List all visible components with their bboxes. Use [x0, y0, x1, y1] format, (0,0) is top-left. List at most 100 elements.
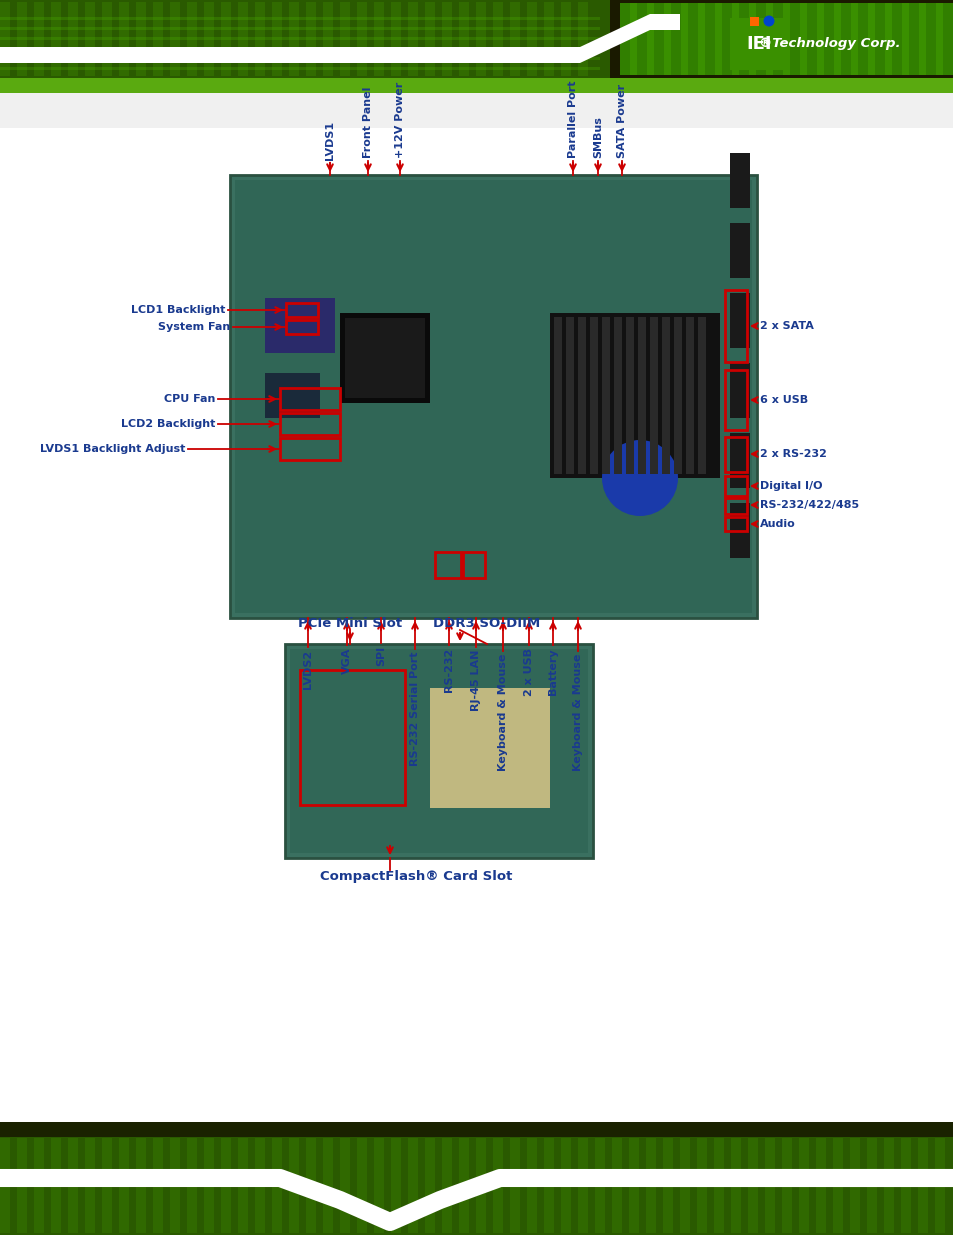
Bar [424, 2, 435, 77]
Bar [619, 2, 629, 75]
Bar [841, 2, 850, 75]
Bar [685, 317, 693, 474]
Bar [285, 643, 593, 858]
Bar [589, 317, 598, 474]
Bar [595, 1137, 604, 1233]
Bar [152, 2, 163, 77]
Bar [265, 373, 319, 417]
Bar [408, 1137, 417, 1233]
Bar [857, 2, 867, 75]
Bar [0, 1137, 953, 1235]
Bar [85, 1137, 95, 1233]
Bar [136, 2, 146, 77]
Bar [272, 2, 282, 77]
Bar [849, 1137, 859, 1233]
Bar [170, 2, 180, 77]
Text: SMBus: SMBus [593, 116, 602, 158]
Bar [408, 2, 417, 77]
Bar [272, 1137, 282, 1233]
Bar [729, 153, 749, 207]
Bar [289, 1137, 298, 1233]
Bar [866, 1137, 876, 1233]
Text: CompactFlash® Card Slot: CompactFlash® Card Slot [319, 869, 512, 883]
Bar [391, 2, 400, 77]
Bar [430, 688, 550, 808]
Bar [942, 2, 952, 75]
Bar [374, 1137, 384, 1233]
Bar [17, 2, 27, 77]
Text: LCD2 Backlight: LCD2 Backlight [120, 419, 214, 429]
Bar [0, 47, 599, 49]
Bar [0, 67, 599, 70]
Bar [673, 317, 681, 474]
Bar [925, 2, 935, 75]
Bar [51, 1137, 61, 1233]
Text: Digital I/O: Digital I/O [760, 480, 821, 492]
Text: LVDS1: LVDS1 [325, 121, 335, 161]
Bar [917, 1137, 927, 1233]
Bar [543, 2, 554, 77]
Bar [637, 2, 646, 75]
Bar [441, 2, 452, 77]
Bar [704, 2, 714, 75]
Bar [237, 1137, 248, 1233]
Bar [230, 175, 757, 618]
Bar [0, 57, 599, 61]
Bar [458, 2, 469, 77]
Bar [0, 27, 599, 30]
Bar [654, 2, 663, 75]
Bar [609, 0, 953, 78]
Bar [697, 1137, 706, 1233]
Bar [221, 2, 231, 77]
Bar [891, 2, 901, 75]
Bar [578, 317, 585, 474]
Text: IEI: IEI [745, 35, 771, 53]
Bar [204, 2, 213, 77]
Bar [102, 1137, 112, 1233]
Bar [323, 1137, 333, 1233]
Bar [670, 2, 680, 75]
Bar [0, 2, 10, 77]
Text: +12V Power: +12V Power [395, 82, 405, 158]
Bar [237, 2, 248, 77]
Bar [68, 2, 78, 77]
Bar [286, 303, 317, 317]
Bar [85, 2, 95, 77]
Bar [900, 1137, 910, 1233]
Bar [339, 2, 350, 77]
Bar [493, 1137, 502, 1233]
Text: Audio: Audio [760, 519, 795, 529]
Bar [152, 1137, 163, 1233]
Text: 2 x SATA: 2 x SATA [760, 321, 813, 331]
Bar [476, 2, 485, 77]
Bar [729, 363, 749, 417]
Bar [136, 1137, 146, 1233]
Bar [306, 1137, 315, 1233]
Bar [687, 2, 698, 75]
Bar [729, 224, 749, 278]
Bar [543, 1137, 554, 1233]
Bar [764, 1137, 774, 1233]
Bar [713, 1137, 723, 1233]
Bar [721, 2, 731, 75]
Bar [510, 2, 519, 77]
Bar [934, 1137, 944, 1233]
Text: ®Technology Corp.: ®Technology Corp. [759, 37, 900, 51]
Bar [493, 2, 502, 77]
Bar [883, 1137, 893, 1233]
Bar [234, 180, 751, 613]
Bar [339, 1137, 350, 1233]
Bar [619, 2, 953, 75]
Bar [34, 2, 44, 77]
Bar [339, 312, 430, 403]
Text: Battery: Battery [547, 648, 558, 694]
Bar [781, 1137, 791, 1233]
Bar [724, 498, 746, 514]
Bar [550, 312, 720, 478]
Bar [578, 2, 587, 77]
Text: LCD1 Backlight: LCD1 Backlight [131, 305, 225, 315]
Bar [560, 2, 571, 77]
Text: RS-232/422/485: RS-232/422/485 [760, 500, 859, 510]
Bar [0, 1137, 10, 1233]
Text: RS-232 Serial Port: RS-232 Serial Port [410, 652, 419, 767]
